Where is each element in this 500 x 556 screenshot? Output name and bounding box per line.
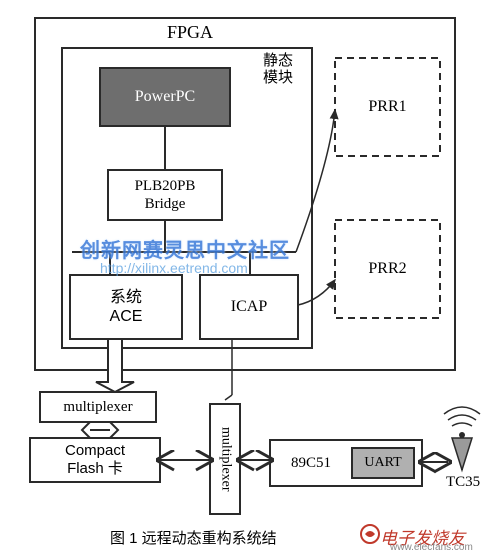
watermark-text: 创新网赛灵思中文社区 — [80, 234, 290, 263]
footer-logo-sub: www.elecfans.com — [390, 542, 473, 554]
ace-block: 系统 ACE — [70, 275, 182, 339]
tc35-label: TC35 — [446, 474, 480, 491]
prr2-block: PRR2 — [335, 220, 440, 318]
figure-caption: 图 1 远程动态重构系统结 — [110, 530, 277, 547]
prr1-block: PRR1 — [335, 58, 440, 156]
watermark-url: http://xilinx.eetrend.com — [100, 260, 248, 276]
uart-block: UART — [352, 448, 414, 478]
multiplexer-2-block: multiplexer — [210, 404, 240, 514]
mcu-89c51-label: 89C51 — [270, 440, 352, 486]
plb-bridge-block: PLB20PB Bridge — [108, 170, 222, 220]
multiplexer-1-block: multiplexer — [40, 392, 156, 422]
powerpc-block: PowerPC — [100, 68, 230, 126]
compact-flash-block: Compact Flash 卡 — [30, 438, 160, 482]
static-module-label: 静态 模块 — [256, 52, 300, 87]
icap-block: ICAP — [200, 275, 298, 339]
fpga-label: FPGA — [150, 22, 230, 43]
diagram-canvas: FPGA 静态 模块 PowerPC PLB20PB Bridge 系统 ACE… — [0, 0, 500, 556]
